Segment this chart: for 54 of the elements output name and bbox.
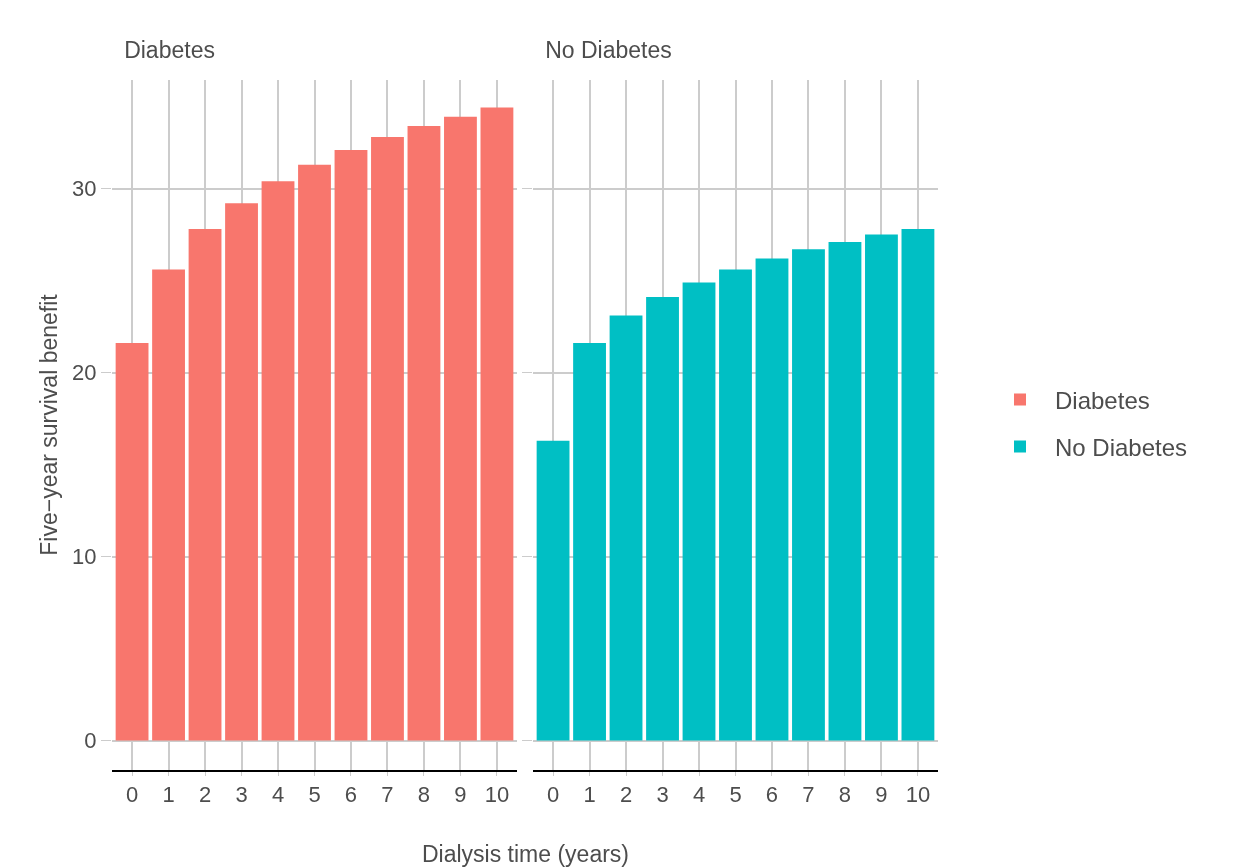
x-tick-label: 6 [765,782,779,808]
x-tick-label: 9 [875,782,888,808]
bar [225,203,258,741]
bar [573,343,606,741]
x-tick-label: 3 [656,782,669,808]
chart-title: No Diabetes [545,37,672,64]
bar [719,269,752,741]
x-tick-label: 5 [308,782,321,808]
bar [792,249,825,741]
x-tick-label: 4 [692,782,706,808]
bar [865,234,898,741]
x-tick-label: 4 [271,782,285,808]
x-tick-label: 0 [546,782,560,808]
x-tick-label: 1 [162,782,175,808]
y-tick-label: 10 [72,544,97,570]
x-axis-title: Dialysis time (years) [422,841,630,867]
x-tick-label: 2 [198,782,212,808]
bar [298,164,331,741]
bar [115,343,149,741]
legend-label: Diabetes [1055,386,1150,414]
y-tick-label: 20 [72,360,97,386]
x-tick-label: 9 [454,782,467,808]
x-tick-label: 8 [417,782,431,808]
bar [536,440,570,741]
bar [609,315,643,741]
y-axis-title: Five−year survival benefit [35,293,62,556]
x-tick-label: 3 [235,782,248,808]
bar [444,116,477,741]
x-tick-label: 5 [729,782,742,808]
legend-label: No Diabetes [1055,433,1188,461]
bar [828,241,862,741]
bar [188,229,222,741]
x-tick-label: 0 [125,782,139,808]
y-tick-label: 30 [72,176,97,202]
bar [755,258,789,741]
bar [261,181,295,741]
bar [646,297,679,741]
bar [901,229,935,741]
x-tick-label: 10 [905,782,931,808]
x-tick-label: 1 [583,782,596,808]
y-tick-label: 0 [84,728,97,754]
x-tick-label: 2 [619,782,633,808]
x-tick-label: 10 [484,782,510,808]
x-tick-label: 7 [381,782,394,808]
bar [371,137,404,741]
x-tick-label: 8 [838,782,852,808]
bar [407,126,441,741]
bar [480,107,514,741]
x-tick-label: 7 [802,782,815,808]
x-tick-label: 6 [344,782,358,808]
bar [682,282,716,741]
chart-title: Diabetes [124,37,215,64]
bar [334,149,368,741]
bar [152,269,185,741]
